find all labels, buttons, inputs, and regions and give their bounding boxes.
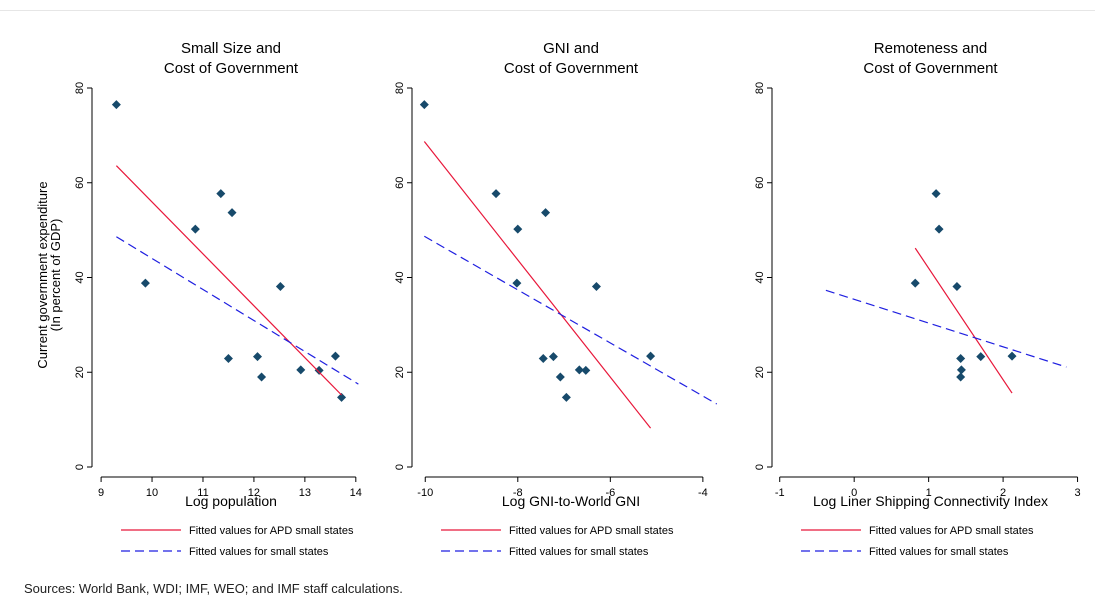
data-point [646, 351, 656, 361]
data-point [223, 354, 233, 364]
chart-title-line-2: Cost of Government [863, 60, 998, 77]
data-point [314, 365, 324, 375]
x-tick-label: -1 [775, 487, 785, 499]
legend-label: Fitted values for small states [509, 546, 649, 558]
legend-label: Fitted values for APD small states [189, 525, 354, 537]
data-point [931, 189, 941, 199]
data-point [581, 365, 591, 375]
fit-line-small-states [424, 235, 718, 405]
x-tick-label: 11 [197, 487, 208, 499]
data-point [910, 278, 920, 288]
y-tick-label: 60 [394, 177, 406, 189]
data-point [512, 278, 522, 288]
data-point [275, 282, 285, 292]
x-axis-label: Log Liner Shipping Connectivity Index [813, 493, 1048, 509]
data-point [216, 189, 226, 199]
chart-title-line-2: Cost of Government [164, 60, 299, 77]
x-tick-label: -4 [698, 487, 708, 499]
x-tick-label: 0 [851, 487, 857, 499]
chart-title-line-1: Small Size and [181, 40, 281, 57]
fit-line-apd-small-states [914, 247, 1013, 394]
data-point [140, 278, 150, 288]
y-tick-label: 0 [754, 464, 766, 470]
y-axis-title-line-2: (In percent of GDP) [48, 219, 63, 332]
data-point [1007, 351, 1017, 361]
data-point [956, 354, 966, 364]
x-axis-label: Log GNI-to-World GNI [502, 493, 640, 509]
panel-1: Small Size and Cost of Government 0 20 40 60 8… [74, 40, 362, 558]
data-point [956, 372, 966, 382]
data-point [419, 100, 429, 110]
x-tick-label: 9 [98, 487, 104, 499]
source-note: Sources: World Bank, WDI; IMF, WEO; and … [24, 581, 403, 596]
y-tick-label: 40 [74, 271, 86, 283]
fit-line-small-states [825, 289, 1067, 368]
x-tick-label: 2 [1000, 487, 1006, 499]
x-tick-label: 10 [146, 487, 158, 499]
data-point [111, 100, 121, 110]
chart-title-line-1: GNI and [543, 40, 599, 57]
y-tick-label: 80 [754, 82, 766, 94]
y-tick-label: 80 [74, 82, 86, 94]
x-tick-label: 3 [1074, 487, 1080, 499]
y-tick-label: 20 [74, 366, 86, 378]
y-tick-label: 0 [394, 464, 406, 470]
top-rule [0, 10, 1095, 11]
y-tick-label: 40 [754, 271, 766, 283]
data-point [561, 392, 571, 402]
data-point [330, 351, 340, 361]
legend-label: Fitted values for APD small states [509, 525, 674, 537]
panel-2: GNI and Cost of Government 0 20 40 60 80 -10 -8 -… [394, 40, 718, 558]
fit-line-apd-small-states [423, 141, 652, 429]
data-point [574, 365, 584, 375]
chart-figure: Current government expenditure (In perce… [35, 40, 1081, 558]
x-tick-label: -8 [513, 487, 523, 499]
data-point [257, 372, 267, 382]
y-axis-title: Current government expenditure (In perce… [35, 181, 63, 368]
data-point [591, 282, 601, 292]
data-point [227, 208, 237, 218]
y-tick-label: 60 [754, 177, 766, 189]
legend-label: Fitted values for small states [189, 546, 329, 558]
chart-title-line-2: Cost of Government [504, 60, 639, 77]
x-tick-label: 14 [350, 487, 362, 499]
data-point [541, 208, 551, 218]
y-tick-label: 40 [394, 271, 406, 283]
x-tick-label: 12 [248, 487, 260, 499]
data-point [548, 352, 558, 362]
data-point [513, 224, 523, 234]
y-axis-title-line-1: Current government expenditure [35, 181, 50, 368]
data-point [952, 282, 962, 292]
data-point [934, 224, 944, 234]
legend-label: Fitted values for APD small states [869, 525, 1034, 537]
x-tick-label: -6 [605, 487, 615, 499]
fit-line-apd-small-states [115, 165, 342, 396]
chart-title-line-1: Remoteness and [874, 40, 987, 57]
fit-line-small-states [116, 236, 359, 385]
data-point [252, 352, 262, 362]
data-point [555, 372, 565, 382]
x-axis-label: Log population [185, 493, 277, 509]
y-tick-label: 80 [394, 82, 406, 94]
data-point [491, 189, 501, 199]
data-point [956, 365, 966, 375]
y-tick-label: 20 [394, 366, 406, 378]
data-point [296, 365, 306, 375]
y-tick-label: 60 [74, 177, 86, 189]
data-point [976, 352, 986, 362]
data-point [337, 392, 347, 402]
y-tick-label: 20 [754, 366, 766, 378]
y-tick-label: 0 [74, 464, 86, 470]
data-point [538, 354, 548, 364]
x-tick-label: -10 [417, 487, 433, 499]
x-tick-label: 1 [926, 487, 932, 499]
legend-label: Fitted values for small states [869, 546, 1009, 558]
data-point [190, 224, 200, 234]
x-tick-label: 13 [299, 487, 311, 499]
